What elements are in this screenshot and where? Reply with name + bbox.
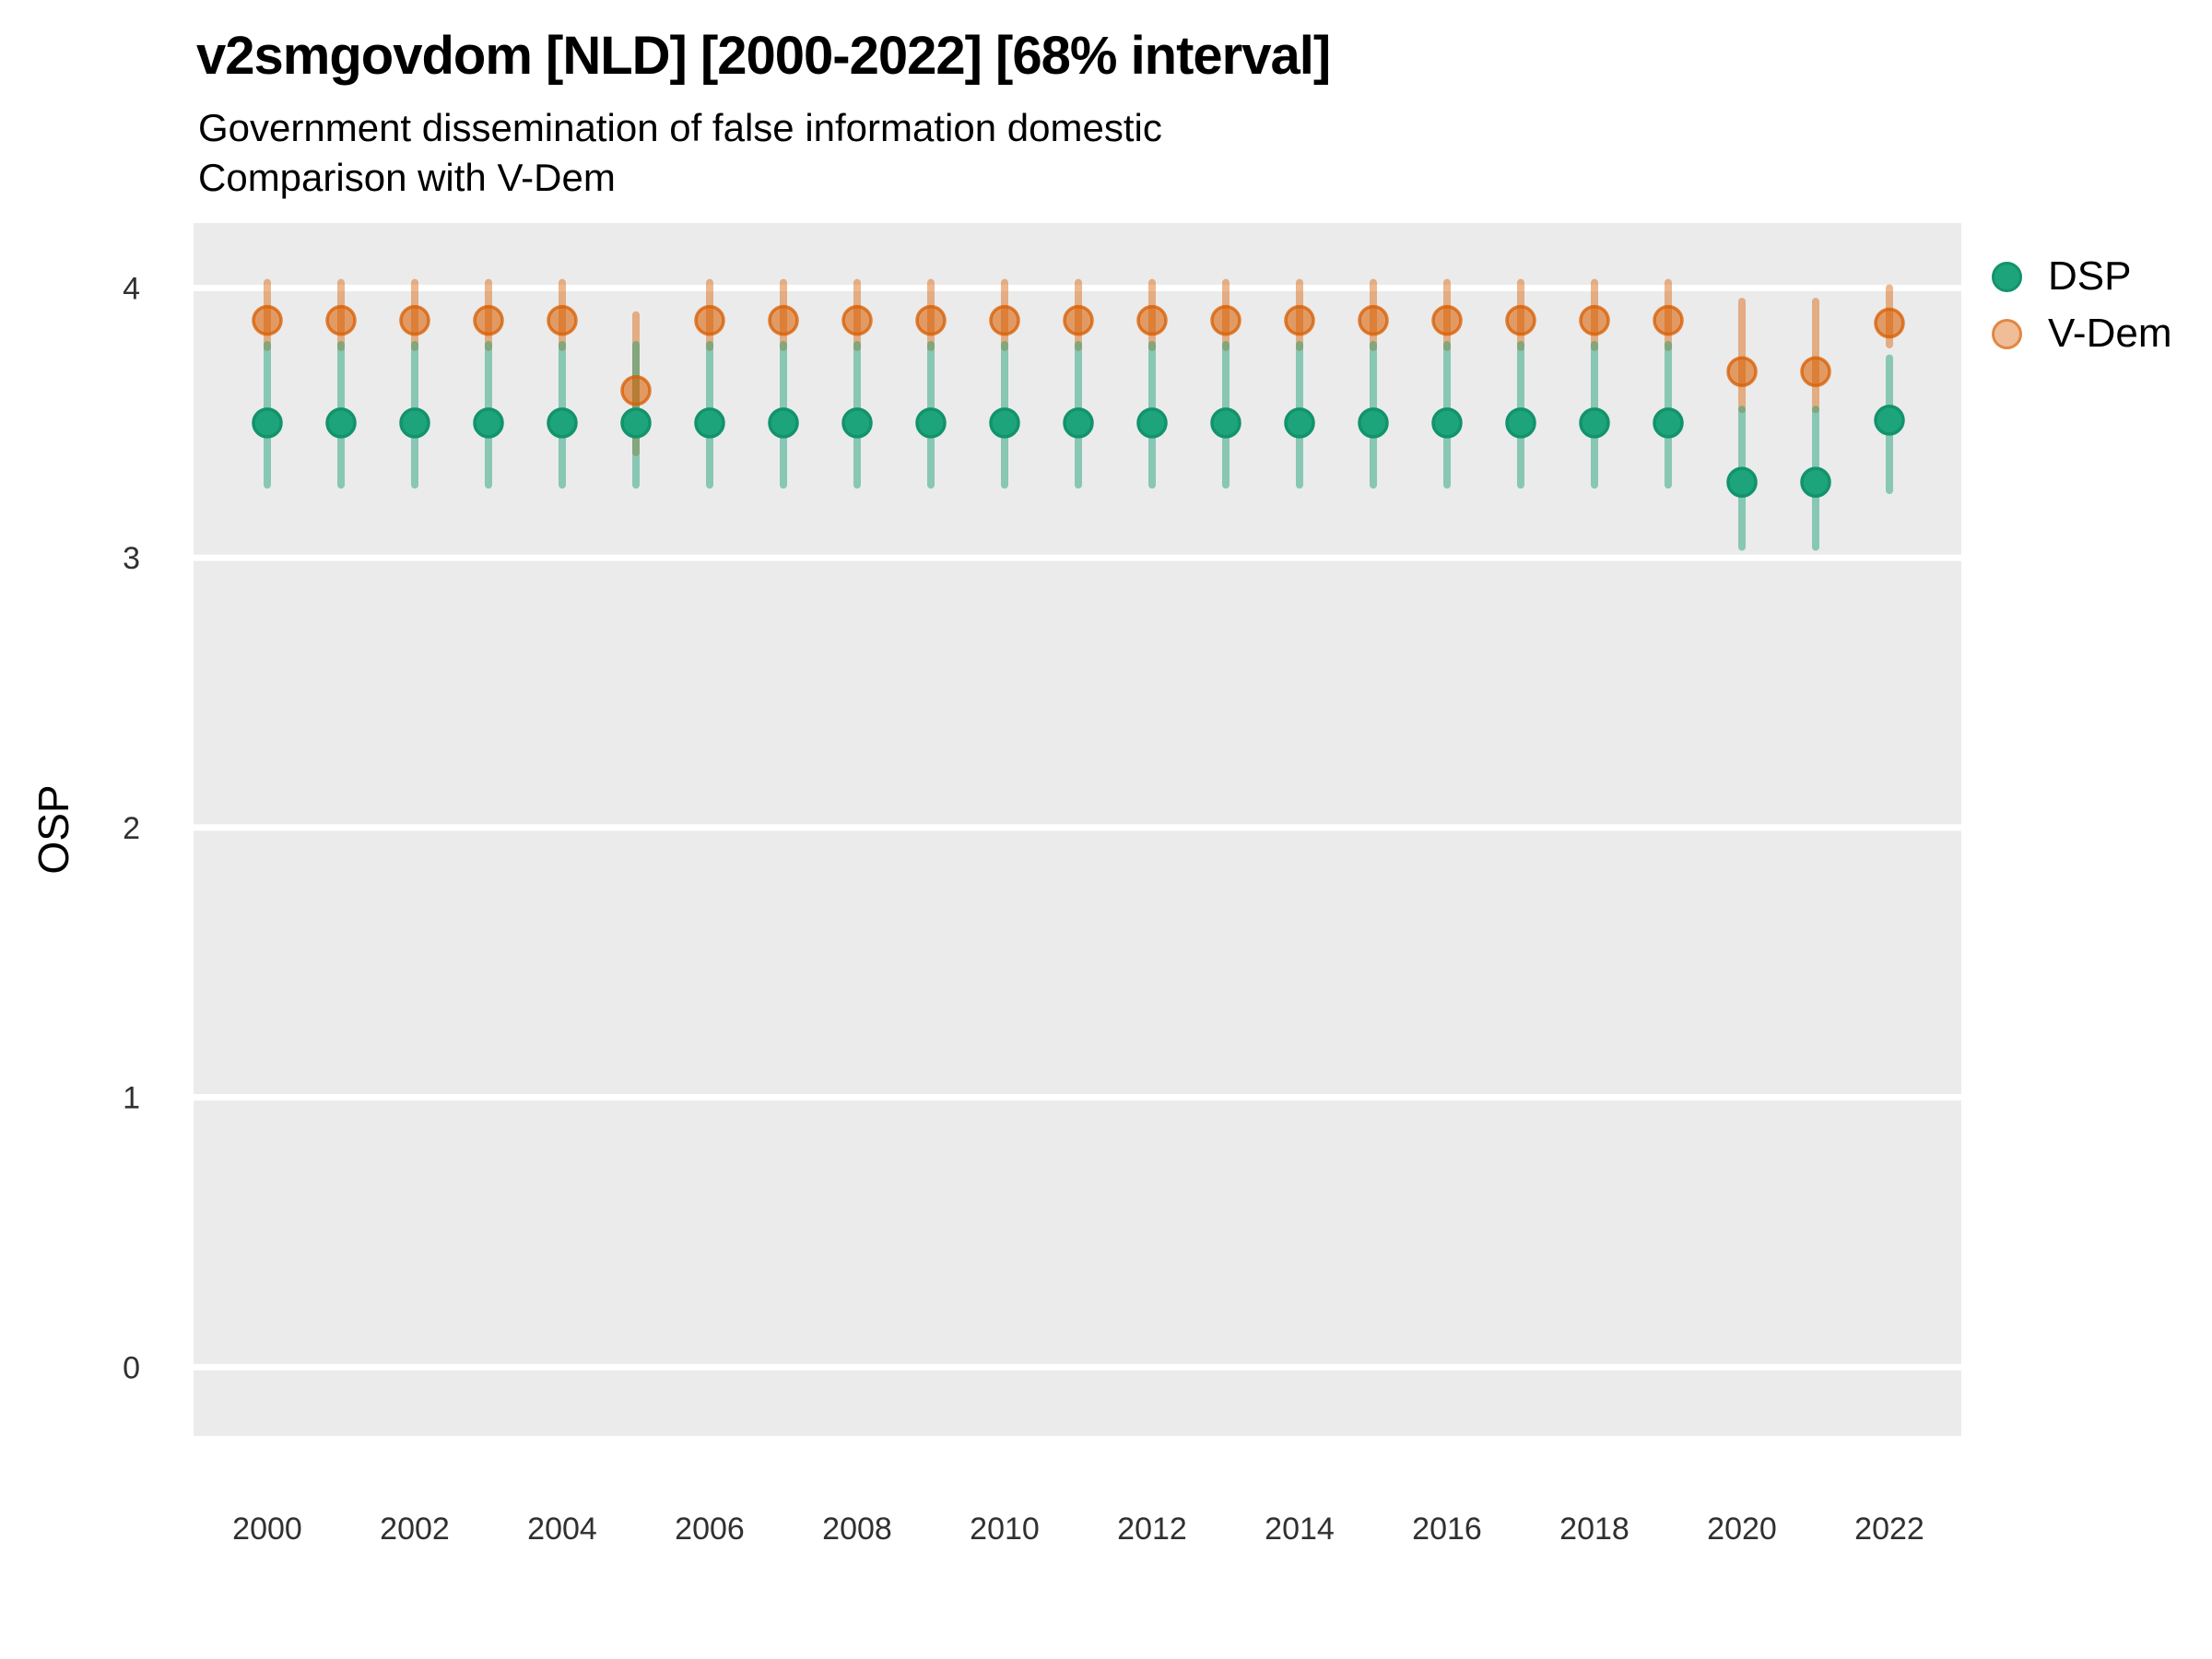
legend: DSP V-Dem <box>1992 256 2171 354</box>
v-dem-point-2009 <box>915 304 947 336</box>
x-tick-label-2016: 2016 <box>1412 1512 1482 1547</box>
x-tick-label-2002: 2002 <box>380 1512 450 1547</box>
dsp-point-2012 <box>1136 407 1168 439</box>
gridline-y-3 <box>194 554 1961 561</box>
dsp-point-2011 <box>1063 407 1094 439</box>
dsp-point-icon <box>1992 261 2022 292</box>
dsp-point-2019 <box>1653 407 1684 439</box>
legend-item-dsp: DSP <box>1992 256 2171 297</box>
chart-subtitle: Government dissemination of false inform… <box>198 103 1162 203</box>
v-dem-point-2019 <box>1653 304 1684 336</box>
dsp-point-2022 <box>1874 405 1905 436</box>
v-dem-point-2014 <box>1284 304 1315 336</box>
x-tick-label-2018: 2018 <box>1559 1512 1630 1547</box>
v-dem-point-2008 <box>841 304 873 336</box>
dsp-point-2000 <box>252 407 283 439</box>
v-dem-point-2017 <box>1505 304 1536 336</box>
y-axis-title: OSP <box>29 784 77 875</box>
v-dem-point-2005 <box>620 374 652 406</box>
dsp-point-2016 <box>1431 407 1463 439</box>
x-tick-label-2006: 2006 <box>675 1512 745 1547</box>
x-tick-label-2022: 2022 <box>1854 1512 1924 1547</box>
gridline-y-1 <box>194 1094 1961 1101</box>
dsp-point-2002 <box>399 407 430 439</box>
gridline-y-0 <box>194 1363 1961 1371</box>
x-tick-label-2010: 2010 <box>970 1512 1040 1547</box>
v-dem-point-2013 <box>1210 304 1241 336</box>
dsp-point-2013 <box>1210 407 1241 439</box>
v-dem-point-2022 <box>1874 307 1905 339</box>
gridline-y-4 <box>194 285 1961 291</box>
v-dem-point-2006 <box>694 304 725 336</box>
v-dem-point-2020 <box>1726 356 1758 387</box>
dsp-point-2003 <box>473 407 504 439</box>
dsp-point-2006 <box>694 407 725 439</box>
dsp-point-2021 <box>1800 466 1831 498</box>
x-tick-label-2008: 2008 <box>822 1512 892 1547</box>
vdem-point-icon <box>1992 318 2022 349</box>
v-dem-point-2000 <box>252 304 283 336</box>
y-tick-label-2: 2 <box>123 811 140 846</box>
dsp-point-2010 <box>989 407 1020 439</box>
dsp-point-2018 <box>1579 407 1610 439</box>
legend-label-dsp: DSP <box>2048 253 2132 299</box>
y-tick-label-4: 4 <box>123 272 140 307</box>
dsp-point-2005 <box>620 407 652 439</box>
v-dem-point-2015 <box>1358 304 1389 336</box>
v-dem-point-2001 <box>325 304 357 336</box>
dsp-point-2020 <box>1726 466 1758 498</box>
v-dem-point-2012 <box>1136 304 1168 336</box>
chart-title: v2smgovdom [NLD] [2000-2022] [68% interv… <box>196 26 1331 86</box>
v-dem-point-2018 <box>1579 304 1610 336</box>
v-dem-point-2007 <box>768 304 799 336</box>
dsp-point-2004 <box>547 407 578 439</box>
x-tick-label-2014: 2014 <box>1265 1512 1335 1547</box>
gridline-y-2 <box>194 824 1961 831</box>
x-tick-label-2020: 2020 <box>1707 1512 1777 1547</box>
v-dem-point-2003 <box>473 304 504 336</box>
legend-label-vdem: V-Dem <box>2048 311 2172 356</box>
x-tick-label-2012: 2012 <box>1117 1512 1187 1547</box>
dsp-point-2014 <box>1284 407 1315 439</box>
v-dem-point-2011 <box>1063 304 1094 336</box>
legend-item-vdem: V-Dem <box>1992 313 2171 354</box>
v-dem-point-2004 <box>547 304 578 336</box>
dsp-point-2017 <box>1505 407 1536 439</box>
v-dem-point-2016 <box>1431 304 1463 336</box>
dsp-point-2007 <box>768 407 799 439</box>
dsp-point-2009 <box>915 407 947 439</box>
x-tick-label-2000: 2000 <box>232 1512 302 1547</box>
dsp-point-2008 <box>841 407 873 439</box>
y-tick-label-0: 0 <box>123 1350 140 1385</box>
y-tick-label-3: 3 <box>123 541 140 576</box>
v-dem-point-2002 <box>399 304 430 336</box>
v-dem-point-2010 <box>989 304 1020 336</box>
x-tick-label-2004: 2004 <box>527 1512 597 1547</box>
dsp-point-2015 <box>1358 407 1389 439</box>
chart-subtitle-line-2: Comparison with V-Dem <box>198 156 616 199</box>
v-dem-point-2021 <box>1800 356 1831 387</box>
dsp-point-2001 <box>325 407 357 439</box>
y-tick-label-1: 1 <box>123 1081 140 1116</box>
chart-subtitle-line-1: Government dissemination of false inform… <box>198 106 1162 149</box>
